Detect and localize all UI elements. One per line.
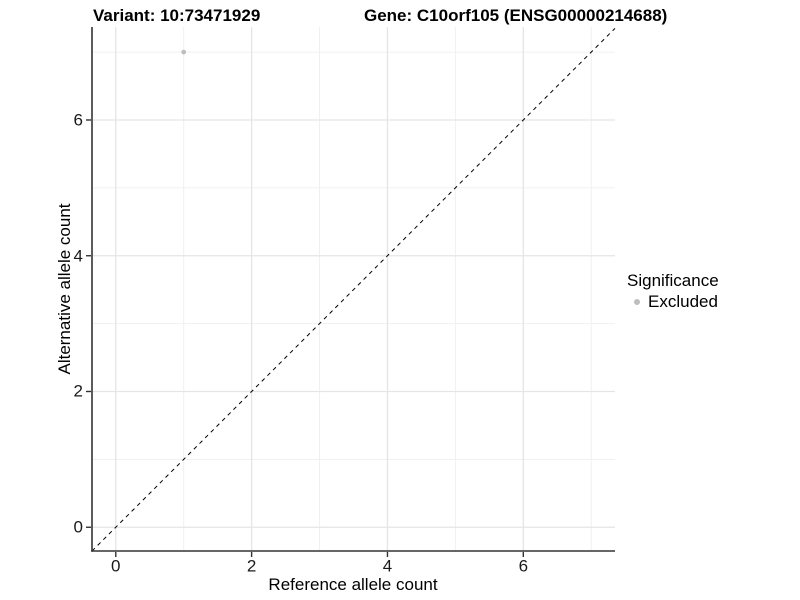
legend: Significance Excluded xyxy=(627,271,719,311)
x-axis-title: Reference allele count xyxy=(268,575,438,594)
legend-title: Significance xyxy=(627,271,719,290)
legend-key-dot-icon xyxy=(634,298,640,305)
y-tick-label: 0 xyxy=(73,517,83,537)
legend-item-excluded: Excluded xyxy=(627,292,719,311)
data-point xyxy=(181,49,187,55)
y-tick-label: 2 xyxy=(73,381,83,401)
x-tick-label: 2 xyxy=(246,556,257,576)
identity-line xyxy=(91,28,616,552)
y-tick-label: 4 xyxy=(73,246,83,266)
legend-item-label: Excluded xyxy=(648,292,718,311)
plot-title-gene: Gene: C10orf105 (ENSG00000214688) xyxy=(364,6,668,25)
y-tick-label: 6 xyxy=(73,110,83,130)
plot-title-variant: Variant: 10:73471929 xyxy=(93,6,261,25)
x-tick-label: 6 xyxy=(518,556,529,576)
x-tick-label: 4 xyxy=(382,556,393,576)
x-tick-label: 0 xyxy=(111,556,121,576)
